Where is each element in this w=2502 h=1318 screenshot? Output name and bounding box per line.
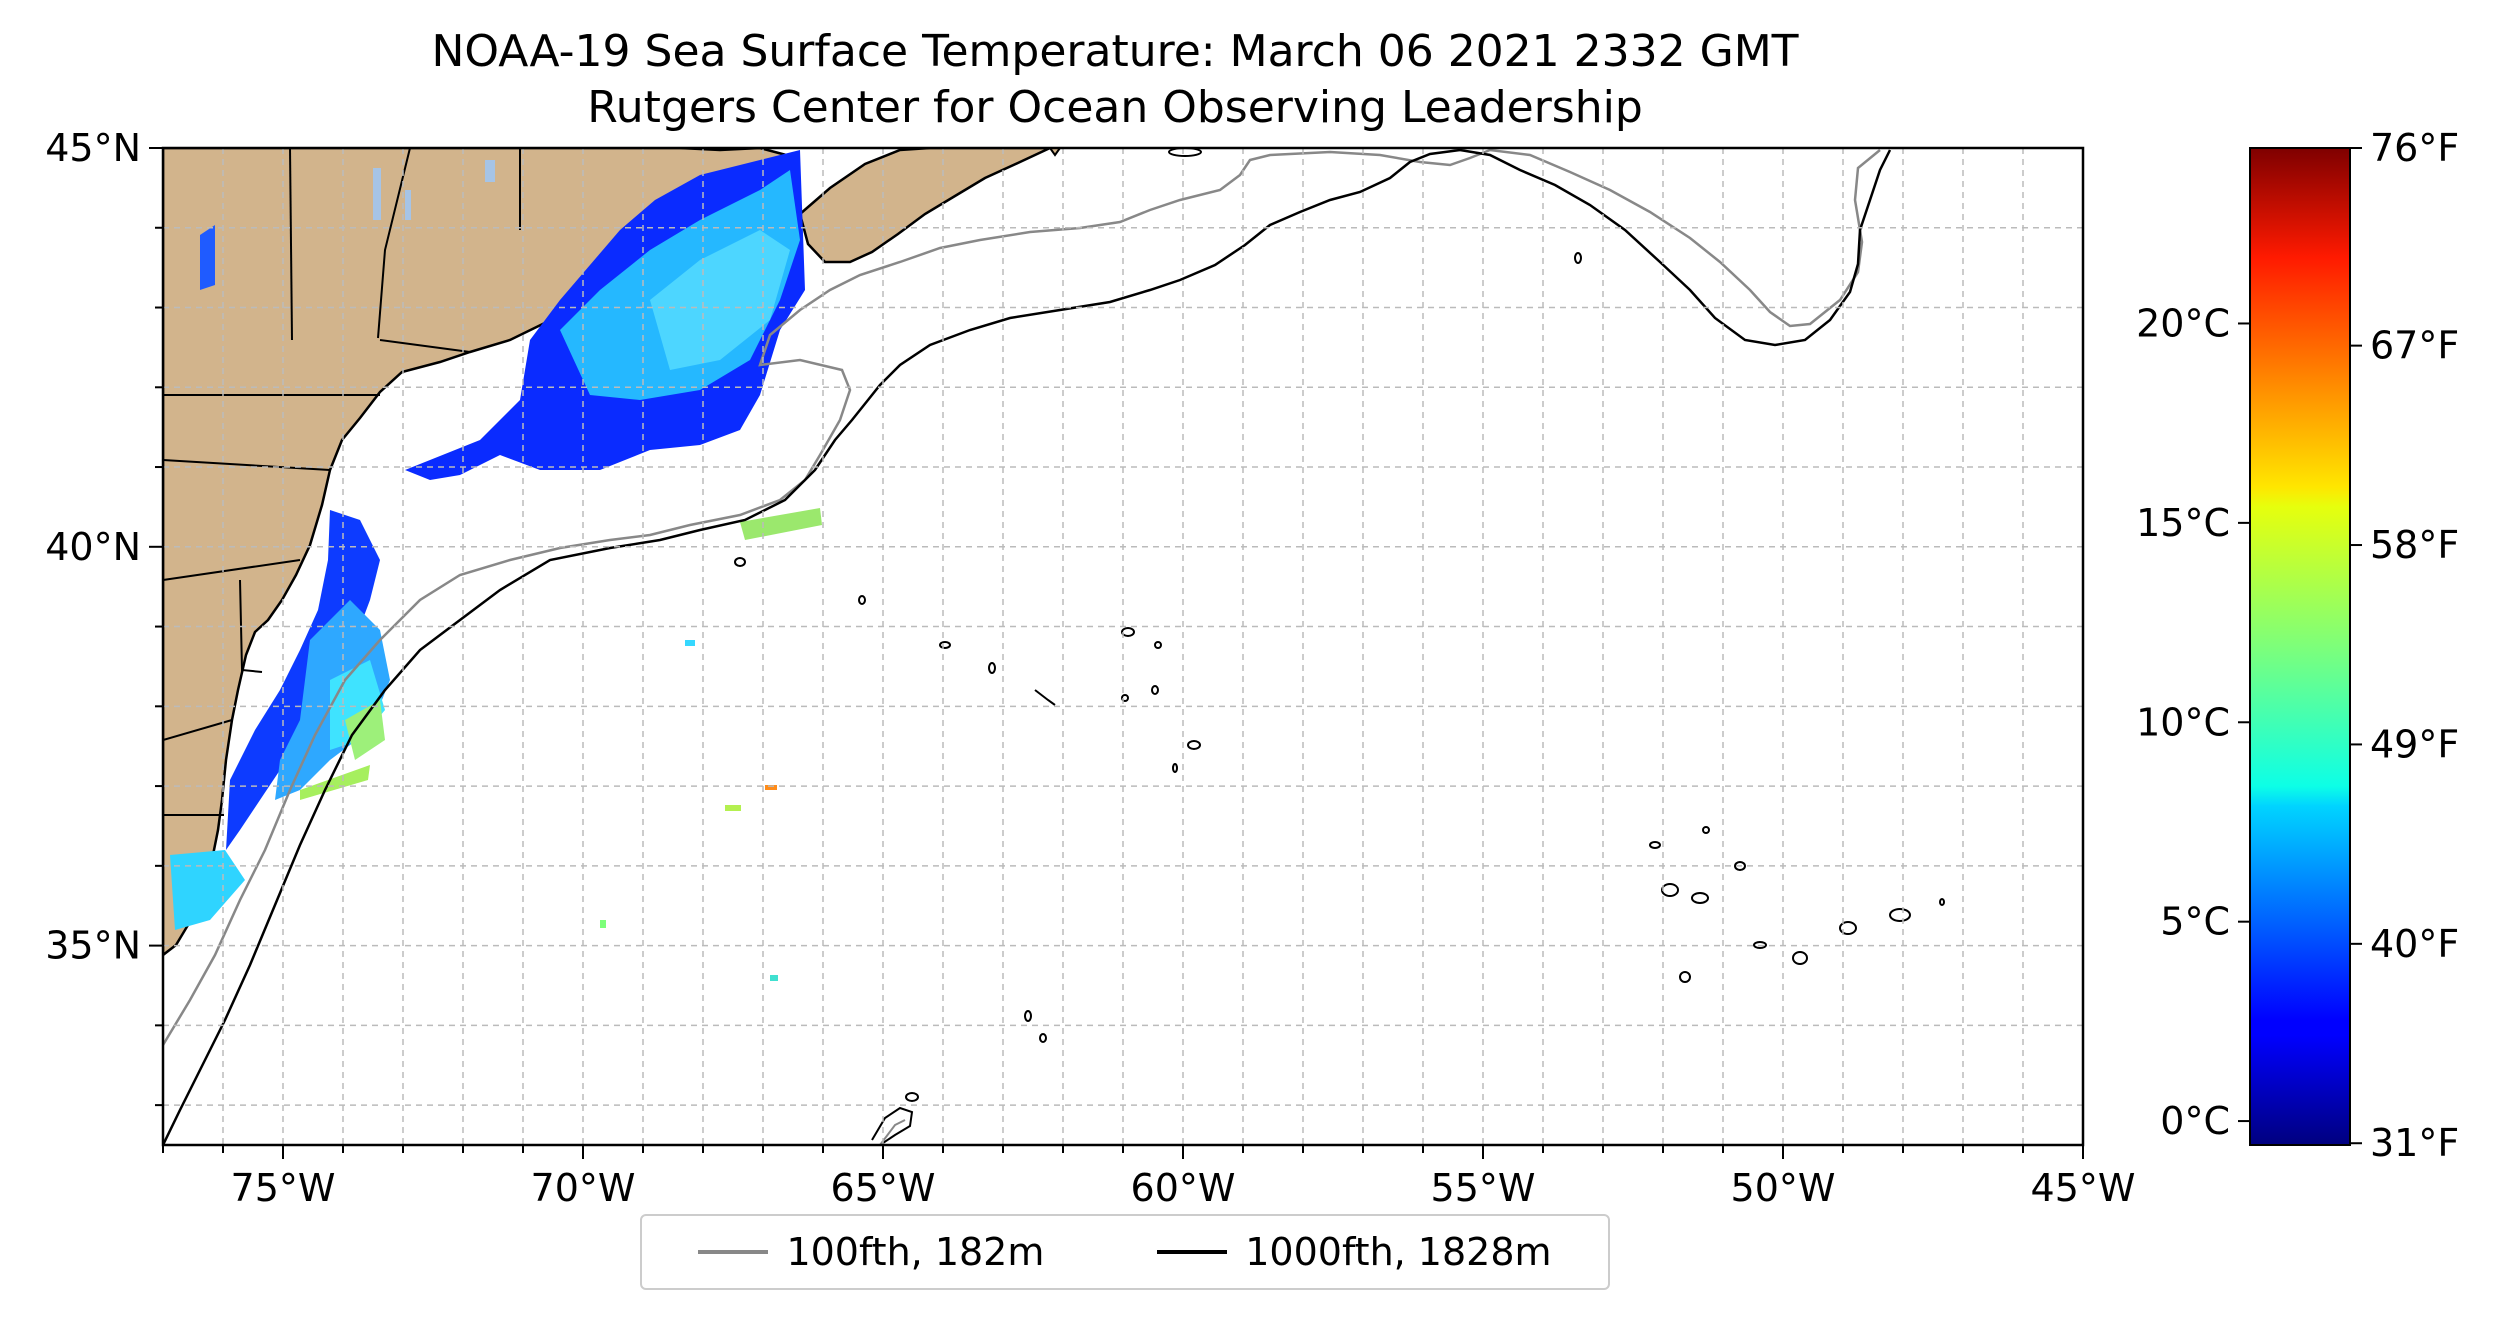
latitude-axis: 45°N 40°N 35°N <box>45 126 163 1107</box>
isobath-100fth <box>163 148 1881 1046</box>
isobath-1000fth <box>163 148 1892 1145</box>
lon-tick-label: 60°W <box>1131 1166 1236 1210</box>
colorbar-c-label: 20°C <box>2136 301 2230 345</box>
colorbar-fahrenheit-ticks: 31°F 40°F 49°F 58°F 67°F 76°F <box>2350 126 2459 1165</box>
map-subtitle: Rutgers Center for Ocean Observing Leade… <box>587 82 1643 133</box>
land-nova-scotia <box>798 148 1051 264</box>
colorbar-f-label: 49°F <box>2370 722 2459 766</box>
land-newfoundland <box>1048 148 1062 157</box>
lon-tick-label: 70°W <box>531 1166 636 1210</box>
lake-1 <box>373 168 381 220</box>
colorbar-celsius-ticks: 0°C 5°C 10°C 15°C 20°C <box>2136 301 2250 1143</box>
legend-label-1000fth: 1000fth, 1828m <box>1245 1230 1552 1274</box>
map-title: NOAA-19 Sea Surface Temperature: March 0… <box>431 26 1799 77</box>
sst-swath <box>170 150 822 981</box>
lon-tick-label: 50°W <box>1731 1166 1836 1210</box>
lon-tick-label: 55°W <box>1431 1166 1536 1210</box>
lake-2 <box>485 160 495 182</box>
lat-tick-label: 35°N <box>45 924 141 968</box>
lat-tick-label: 45°N <box>45 126 141 170</box>
colorbar-f-label: 76°F <box>2370 126 2459 170</box>
legend-swatch-100fth <box>698 1250 769 1254</box>
colorbar-f-label: 40°F <box>2370 922 2459 966</box>
colorbar-c-label: 5°C <box>2160 900 2230 944</box>
colorbar <box>2249 147 2351 1146</box>
lat-tick-label: 40°N <box>45 525 141 569</box>
lon-tick-label: 75°W <box>231 1166 336 1210</box>
colorbar-f-label: 67°F <box>2370 324 2459 368</box>
isobath-legend: 100fth, 182m 1000fth, 1828m <box>640 1214 1610 1290</box>
legend-entry-100fth: 100fth, 182m <box>698 1230 1044 1274</box>
colorbar-f-label: 58°F <box>2370 523 2459 567</box>
legend-entry-1000fth: 1000fth, 1828m <box>1157 1230 1552 1274</box>
seamounts <box>734 148 1945 1145</box>
lon-tick-label: 45°W <box>2031 1166 2136 1210</box>
gridlines <box>163 148 2083 1145</box>
colorbar-c-label: 0°C <box>2160 1099 2230 1143</box>
state-borders <box>163 148 521 816</box>
legend-label-100fth: 100fth, 182m <box>786 1230 1045 1274</box>
lon-tick-label: 65°W <box>831 1166 936 1210</box>
colorbar-c-label: 10°C <box>2136 700 2230 744</box>
longitude-axis: 75°W 70°W 65°W 60°W 55°W 50°W 45°W <box>162 1145 2136 1210</box>
lake-3 <box>405 190 411 220</box>
legend-swatch-1000fth <box>1157 1250 1228 1254</box>
colorbar-f-label: 31°F <box>2370 1121 2459 1165</box>
colorbar-c-label: 15°C <box>2136 501 2230 545</box>
